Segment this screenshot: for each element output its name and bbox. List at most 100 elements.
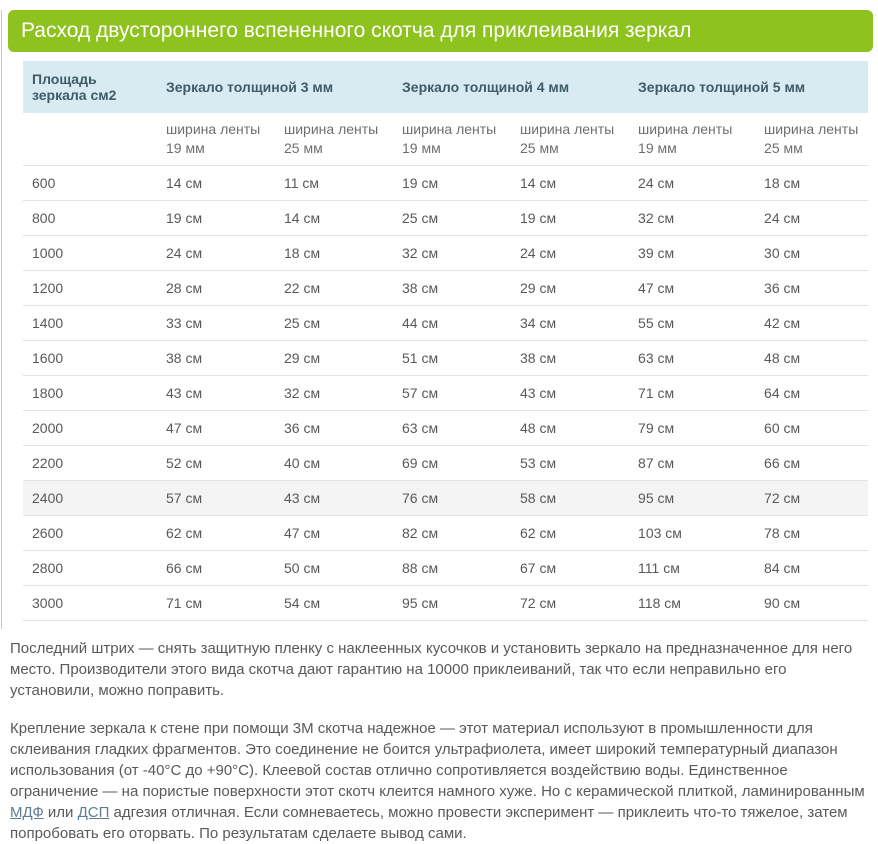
value-cell: 39 см: [629, 235, 756, 271]
value-cell: 64 см: [755, 375, 869, 411]
table-row: 1400 33 см 25 см 44 см 34 см 55 см 42 см: [23, 305, 869, 341]
value-cell: 40 см: [275, 445, 394, 481]
subheader-cell: ширина ленты 19 мм: [393, 113, 512, 166]
value-cell: 71 см: [629, 375, 756, 411]
area-cell: 600: [23, 165, 157, 201]
value-cell: 43 см: [275, 480, 394, 516]
value-cell: 22 см: [275, 270, 394, 306]
value-cell: 14 см: [511, 165, 630, 201]
tape-consumption-table: Площадь зеркала см2 Зеркало толщиной 3 м…: [23, 61, 869, 621]
value-cell: 69 см: [393, 445, 512, 481]
col-header-mirror-4mm: Зеркало толщиной 4 мм: [393, 61, 630, 113]
value-cell: 95 см: [629, 480, 756, 516]
col-header-mirror-area: Площадь зеркала см2: [23, 61, 157, 113]
table-header-row: Площадь зеркала см2 Зеркало толщиной 3 м…: [23, 61, 869, 113]
value-cell: 88 см: [393, 550, 512, 586]
subheader-empty-cell: [23, 113, 157, 166]
subheader-cell: ширина ленты 25 мм: [275, 113, 394, 166]
value-cell: 24 см: [755, 200, 869, 236]
value-cell: 62 см: [157, 515, 275, 551]
value-cell: 71 см: [157, 585, 275, 621]
inline-link[interactable]: ДСП: [77, 804, 110, 821]
value-cell: 79 см: [629, 410, 756, 446]
value-cell: 47 см: [157, 410, 275, 446]
value-cell: 47 см: [275, 515, 394, 551]
inline-link[interactable]: МДФ: [10, 804, 44, 821]
value-cell: 60 см: [755, 410, 869, 446]
value-cell: 50 см: [275, 550, 394, 586]
paragraph-final-touch: Последний штрих — снять защитную пленку …: [10, 640, 853, 699]
table-row: 1800 43 см 32 см 57 см 43 см 71 см 64 см: [23, 375, 869, 411]
value-cell: 19 см: [393, 165, 512, 201]
value-cell: 48 см: [511, 410, 630, 446]
value-cell: 67 см: [511, 550, 630, 586]
value-cell: 53 см: [511, 445, 630, 481]
value-cell: 57 см: [157, 480, 275, 516]
value-cell: 87 см: [629, 445, 756, 481]
value-cell: 36 см: [755, 270, 869, 306]
value-cell: 11 см: [275, 165, 394, 201]
value-cell: 63 см: [393, 410, 512, 446]
value-cell: 51 см: [393, 340, 512, 376]
value-cell: 18 см: [755, 165, 869, 201]
area-cell: 800: [23, 200, 157, 236]
page-title-text: Расход двустороннего вспененного скотча …: [21, 19, 692, 42]
value-cell: 14 см: [157, 165, 275, 201]
value-cell: 84 см: [755, 550, 869, 586]
value-cell: 82 см: [393, 515, 512, 551]
value-cell: 32 см: [275, 375, 394, 411]
value-cell: 55 см: [629, 305, 756, 341]
value-cell: 30 см: [755, 235, 869, 271]
table-row: 1600 38 см 29 см 51 см 38 см 63 см 48 см: [23, 340, 869, 376]
value-cell: 33 см: [157, 305, 275, 341]
value-cell: 38 см: [511, 340, 630, 376]
value-cell: 48 см: [755, 340, 869, 376]
value-cell: 76 см: [393, 480, 512, 516]
area-cell: 1000: [23, 235, 157, 271]
value-cell: 25 см: [393, 200, 512, 236]
col-header-mirror-3mm: Зеркало толщиной 3 мм: [157, 61, 394, 113]
value-cell: 63 см: [629, 340, 756, 376]
table-row: 2800 66 см 50 см 88 см 67 см 111 см 84 см: [23, 550, 869, 586]
value-cell: 44 см: [393, 305, 512, 341]
subheader-cell: ширина ленты 19 мм: [157, 113, 275, 166]
table-subheader-row: ширина ленты 19 мм ширина ленты 25 мм шири…: [23, 113, 869, 166]
value-cell: 28 см: [157, 270, 275, 306]
subheader-cell: ширина ленты 19 мм: [629, 113, 756, 166]
table-row: 2000 47 см 36 см 63 см 48 см 79 см 60 см: [23, 410, 869, 446]
value-cell: 52 см: [157, 445, 275, 481]
value-cell: 66 см: [755, 445, 869, 481]
value-cell: 62 см: [511, 515, 630, 551]
area-cell: 1600: [23, 340, 157, 376]
paragraph-text-segment: адгезия отличная. Если сомневаетесь, мож…: [10, 804, 848, 842]
value-cell: 57 см: [393, 375, 512, 411]
table-row: 3000 71 см 54 см 95 см 72 см 118 см 90 см: [23, 585, 869, 621]
value-cell: 29 см: [275, 340, 394, 376]
table-row: 1000 24 см 18 см 32 см 24 см 39 см 30 см: [23, 235, 869, 271]
value-cell: 24 см: [157, 235, 275, 271]
area-cell: 2600: [23, 515, 157, 551]
paragraph-text-segment: Крепление зеркала к стене при помощи 3М …: [10, 720, 865, 800]
value-cell: 47 см: [629, 270, 756, 306]
value-cell: 36 см: [275, 410, 394, 446]
area-cell: 1200: [23, 270, 157, 306]
value-cell: 72 см: [511, 585, 630, 621]
value-cell: 38 см: [393, 270, 512, 306]
area-cell: 3000: [23, 585, 157, 621]
area-cell: 2800: [23, 550, 157, 586]
value-cell: 24 см: [511, 235, 630, 271]
value-cell: 32 см: [629, 200, 756, 236]
page-title: Расход двустороннего вспененного скотча …: [8, 10, 873, 52]
area-cell: 1400: [23, 305, 157, 341]
value-cell: 38 см: [157, 340, 275, 376]
value-cell: 19 см: [511, 200, 630, 236]
value-cell: 78 см: [755, 515, 869, 551]
value-cell: 111 см: [629, 550, 756, 586]
value-cell: 103 см: [629, 515, 756, 551]
table-row: 2400 57 см 43 см 76 см 58 см 95 см 72 см: [23, 480, 869, 516]
value-cell: 29 см: [511, 270, 630, 306]
value-cell: 18 см: [275, 235, 394, 271]
table-row: 800 19 см 14 см 25 см 19 см 32 см 24 см: [23, 200, 869, 236]
table-row: 2600 62 см 47 см 82 см 62 см 103 см 78 см: [23, 515, 869, 551]
table-row: 600 14 см 11 см 19 см 14 см 24 см 18 см: [23, 165, 869, 201]
